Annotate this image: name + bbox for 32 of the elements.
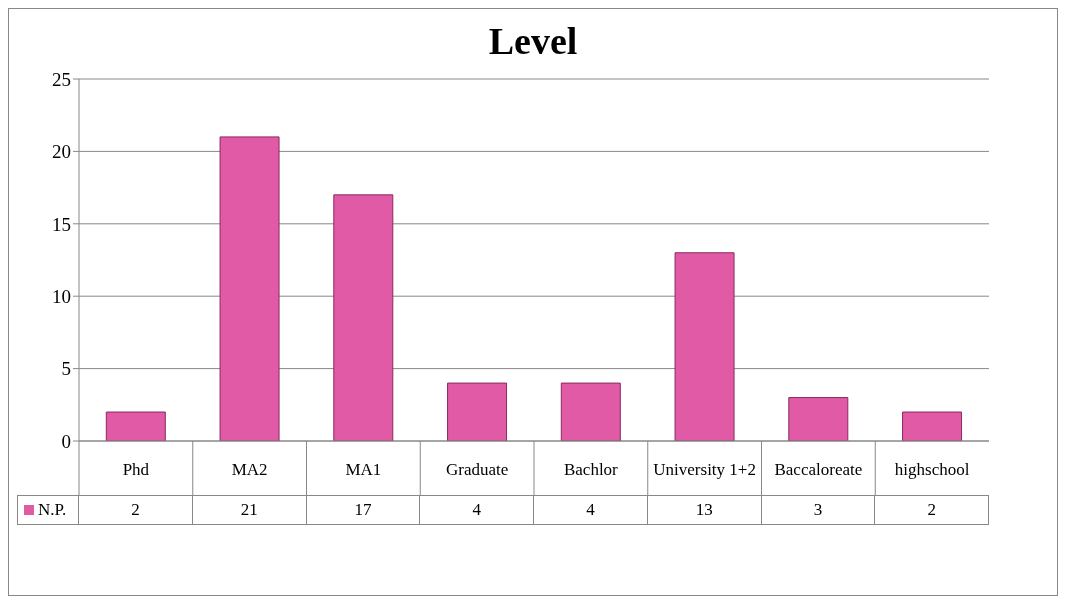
bar	[219, 136, 280, 441]
data-label: 17	[306, 495, 421, 525]
bar	[674, 252, 735, 441]
legend-label: N.P.	[38, 500, 67, 520]
bar	[560, 382, 621, 441]
data-label: 4	[534, 495, 648, 525]
data-label: 21	[192, 495, 307, 525]
data-label: 2	[875, 495, 989, 525]
bar	[902, 411, 963, 441]
chart-title: Level	[487, 19, 579, 64]
bar	[105, 411, 166, 441]
y-tick-label: 5	[61, 358, 71, 380]
y-tick-label: 10	[52, 285, 71, 307]
bar	[447, 382, 508, 441]
y-tick-label: 15	[52, 213, 71, 235]
y-tick-label: 0	[61, 430, 71, 452]
x-tick-label: Graduate	[445, 460, 509, 479]
y-tick-label: 25	[52, 68, 71, 90]
data-label: 2	[79, 495, 193, 525]
x-tick-label: University 1+2	[653, 460, 756, 479]
x-tick-label: MA2	[231, 460, 268, 479]
x-tick-label: highschool	[894, 460, 970, 479]
data-label: 13	[647, 495, 762, 525]
x-tick-label: Phd	[122, 460, 150, 479]
x-tick-label: Baccaloreate	[774, 460, 863, 479]
data-label: 4	[420, 495, 534, 525]
x-tick-label: MA1	[345, 460, 382, 479]
bar	[333, 194, 394, 441]
data-label: 3	[761, 495, 876, 525]
y-tick-label: 20	[52, 141, 71, 163]
x-tick-label: Bachlor	[563, 460, 619, 479]
bar	[788, 397, 849, 441]
